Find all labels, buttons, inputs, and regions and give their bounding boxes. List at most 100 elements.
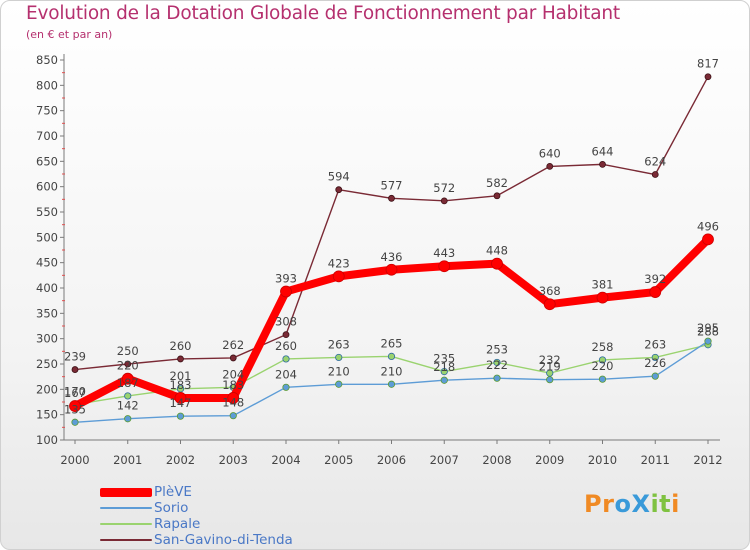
data-point-rapale [176, 385, 185, 393]
x-tick-label: 2004 [271, 453, 300, 467]
data-label-san-gavino: 640 [539, 146, 561, 160]
data-point-sorio [651, 372, 659, 380]
legend-item-rapale: Rapale [100, 516, 400, 532]
data-point-rapale [493, 358, 501, 367]
data-label-pleve: 392 [644, 272, 666, 286]
y-tick-label: 200 [36, 382, 58, 396]
x-tick-label: 2009 [535, 453, 564, 467]
data-label-rapale: 253 [486, 342, 508, 356]
data-point-pleve [702, 233, 714, 246]
data-point-pleve [649, 286, 662, 298]
y-tick-label: 650 [36, 154, 58, 168]
data-label-sorio: 218 [433, 360, 455, 374]
logo-part: X [631, 490, 651, 518]
data-point-san-gavino [177, 355, 184, 363]
data-label-sorio: 295 [697, 321, 719, 335]
data-point-pleve [596, 291, 609, 304]
y-tick-label: 700 [36, 129, 58, 143]
data-label-pleve: 167 [64, 386, 86, 400]
data-label-rapale: 201 [170, 369, 192, 383]
x-tick-label: 2000 [60, 453, 89, 467]
data-point-san-gavino [599, 160, 606, 168]
data-point-pleve [491, 257, 503, 270]
data-point-rapale [387, 352, 396, 360]
data-label-sorio: 204 [275, 367, 297, 381]
data-label-rapale: 258 [592, 340, 614, 354]
data-point-rapale [598, 356, 607, 364]
legend-label-rapale: Rapale [154, 516, 201, 532]
data-label-rapale: 235 [433, 352, 455, 366]
y-tick-label: 250 [36, 357, 58, 371]
data-point-san-gavino [493, 192, 501, 200]
data-point-rapale [335, 353, 343, 362]
legend-swatch-sorio [100, 507, 152, 509]
data-label-san-gavino: 817 [697, 57, 719, 71]
data-point-rapale [440, 367, 448, 376]
data-point-pleve [174, 392, 187, 404]
data-point-sorio [546, 376, 554, 384]
data-label-sorio: 226 [644, 356, 666, 370]
data-label-pleve: 183 [170, 378, 192, 392]
x-tick-label: 2011 [641, 453, 670, 467]
chart-subtitle: (en € et par an) [26, 28, 113, 41]
data-label-san-gavino: 260 [170, 339, 192, 353]
legend-label-pleve: PlèVE [154, 484, 192, 500]
data-label-san-gavino: 239 [64, 350, 86, 364]
data-point-san-gavino [282, 331, 290, 339]
data-point-sorio [71, 418, 79, 426]
data-point-rapale [124, 392, 132, 400]
data-point-sorio [229, 412, 237, 420]
data-point-pleve [438, 260, 451, 273]
data-point-sorio [598, 375, 607, 383]
data-point-pleve [543, 298, 556, 311]
data-point-sorio [387, 380, 396, 388]
data-label-rapale: 260 [275, 339, 297, 353]
x-tick-label: 2002 [166, 453, 195, 467]
data-label-san-gavino: 582 [486, 176, 508, 190]
legend-item-san-gavino: San-Gavino-di-Tenda [100, 532, 400, 548]
y-tick-label: 350 [36, 306, 58, 320]
logo-part: it [650, 490, 672, 518]
legend-swatch-pleve [100, 488, 152, 497]
data-label-sorio: 222 [486, 358, 508, 372]
y-tick-label: 800 [36, 78, 58, 92]
data-point-san-gavino [71, 366, 79, 373]
data-label-pleve: 368 [539, 284, 561, 298]
x-tick-label: 2006 [377, 453, 406, 467]
y-tick-label: 750 [36, 104, 58, 118]
data-label-pleve: 443 [433, 246, 455, 260]
data-point-rapale [651, 353, 659, 362]
data-label-rapale: 263 [644, 337, 666, 351]
logo-part: Pr [584, 490, 615, 518]
data-label-sorio: 210 [381, 364, 403, 378]
data-point-sorio [493, 374, 501, 382]
legend-swatch-san-gavino [100, 539, 152, 541]
data-label-rapale: 187 [117, 376, 139, 390]
x-tick-label: 2012 [693, 453, 722, 467]
data-point-san-gavino [124, 360, 132, 368]
data-point-pleve [385, 263, 398, 276]
data-point-sorio [440, 376, 448, 384]
data-label-sorio: 210 [328, 364, 350, 378]
data-label-san-gavino: 572 [433, 181, 455, 195]
data-point-san-gavino [651, 171, 659, 178]
y-tick-label: 450 [36, 256, 58, 270]
data-label-san-gavino: 250 [117, 344, 139, 358]
data-label-sorio: 147 [170, 396, 192, 410]
data-point-sorio [335, 380, 343, 388]
legend-item-sorio: Sorio [100, 500, 400, 516]
data-label-san-gavino: 262 [222, 338, 244, 352]
data-label-rapale: 288 [697, 325, 719, 339]
data-label-pleve: 381 [592, 278, 614, 292]
x-tick-label: 2005 [324, 453, 353, 467]
proxiti-logo: ProXiti [584, 490, 680, 518]
y-tick-label: 300 [36, 332, 58, 346]
data-point-pleve [280, 285, 292, 298]
data-point-san-gavino [704, 73, 712, 81]
data-label-pleve: 183 [222, 378, 244, 392]
data-label-sorio: 220 [592, 359, 614, 373]
data-point-san-gavino [388, 194, 395, 202]
x-tick-label: 2001 [113, 453, 142, 467]
legend-label-san-gavino: San-Gavino-di-Tenda [154, 532, 293, 548]
